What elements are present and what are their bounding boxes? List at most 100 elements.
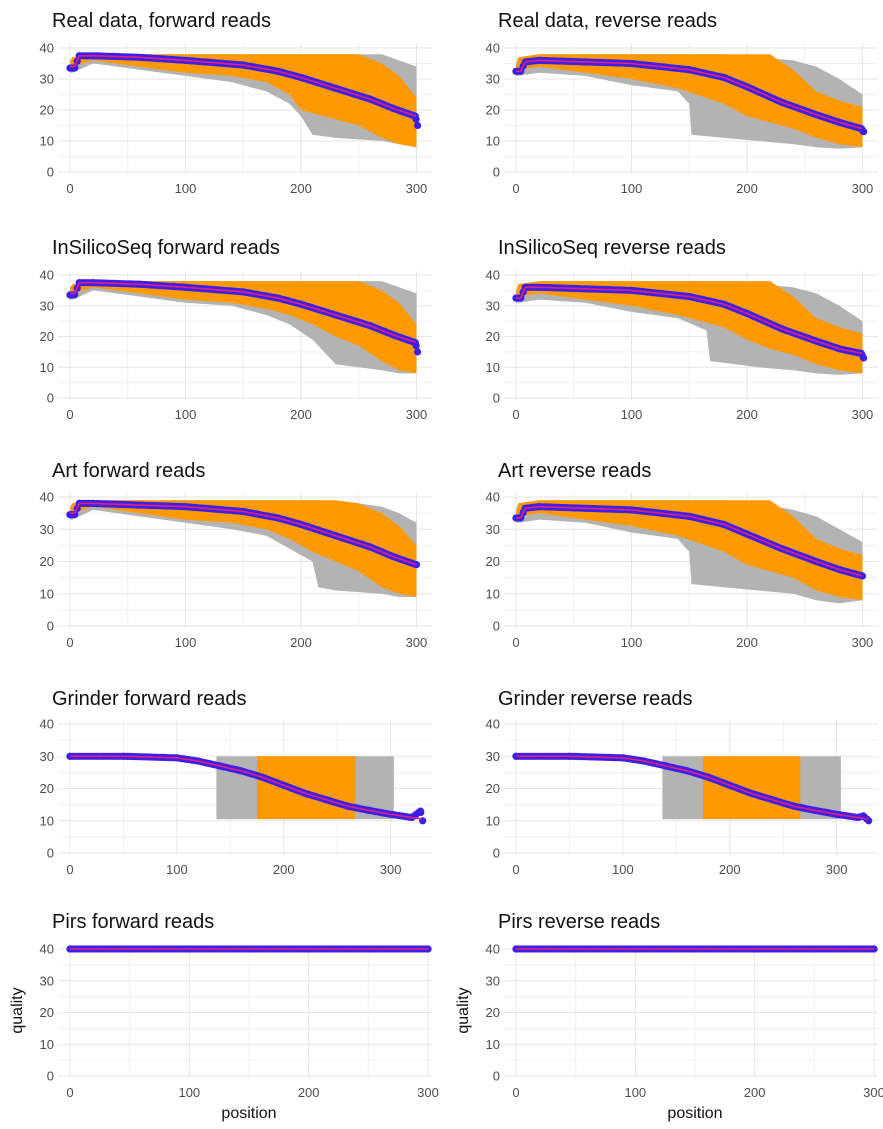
panel-title: Grinder reverse reads [498, 688, 693, 710]
panel-title: InSilicoSeq forward reads [52, 237, 280, 259]
panel-title: InSilicoSeq reverse reads [498, 237, 726, 259]
y-tick-label: 0 [493, 391, 500, 406]
mean-point [412, 561, 421, 569]
y-tick-label: 10 [40, 586, 54, 601]
y-tick-label: 30 [486, 973, 500, 988]
mean-point [860, 354, 868, 362]
y-tick-label: 40 [486, 41, 500, 56]
y-tick-label: 40 [40, 717, 54, 732]
x-tick-label: 200 [736, 635, 758, 650]
inner-quantile-band [257, 756, 356, 820]
y-tick-label: 10 [486, 813, 500, 828]
median-line [516, 505, 863, 577]
x-tick-label: 200 [744, 1085, 766, 1100]
panel-10: Pirs reverse reads 0 10 20 30 40 0 100 200 300 pos… [455, 911, 883, 1122]
y-tick-label: 20 [486, 1005, 500, 1020]
inner-quantile-band [703, 756, 801, 820]
panel-title: Real data, forward reads [52, 10, 271, 32]
x-tick-label: 0 [512, 1085, 519, 1100]
mean-point [414, 121, 422, 130]
mean-point [860, 128, 868, 136]
y-tick-label: 0 [47, 1069, 54, 1084]
median-line [516, 286, 863, 355]
x-tick-label: 100 [621, 635, 643, 650]
x-tick-label: 0 [66, 635, 73, 650]
x-tick-label: 100 [621, 181, 643, 196]
y-tick-label: 20 [40, 103, 54, 118]
x-tick-label: 0 [66, 181, 73, 196]
panel-4: InSilicoSeq reverse reads 0 10 20 30 40 0 100 20… [486, 237, 878, 422]
x-tick-label: 300 [417, 1085, 439, 1100]
y-tick-label: 0 [493, 619, 500, 634]
panel-9: Pirs forward reads 0 10 20 30 40 0 100 200 300 pos… [9, 911, 439, 1122]
panel-5: Art forward reads 0 10 20 30 40 0 100 200 300 [40, 460, 432, 650]
median-line [70, 281, 417, 344]
y-tick-label: 0 [47, 391, 54, 406]
x-tick-label: 200 [273, 862, 295, 877]
inner-quantile-band [70, 54, 417, 148]
y-tick-label: 20 [40, 1005, 54, 1020]
y-tick-label: 20 [486, 103, 500, 118]
x-tick-label: 0 [66, 407, 73, 422]
y-tick-label: 10 [486, 360, 500, 375]
y-tick-label: 40 [486, 717, 500, 732]
y-tick-label: 20 [486, 781, 500, 796]
y-tick-label: 10 [40, 813, 54, 828]
x-tick-label: 100 [612, 862, 634, 877]
median-line [70, 502, 417, 566]
y-tick-label: 30 [486, 749, 500, 764]
x-tick-label: 300 [852, 181, 874, 196]
y-tick-label: 10 [40, 134, 54, 149]
panel-title: Pirs reverse reads [498, 911, 660, 933]
y-tick-label: 10 [40, 1037, 54, 1052]
x-tick-label: 300 [826, 862, 848, 877]
y-tick-label: 30 [486, 522, 500, 537]
y-tick-label: 30 [486, 298, 500, 313]
median-line [70, 54, 417, 117]
x-tick-label: 0 [66, 1085, 73, 1100]
y-tick-label: 10 [40, 360, 54, 375]
y-tick-label: 20 [486, 554, 500, 569]
inner-quantile-band [70, 281, 417, 374]
x-tick-label: 200 [290, 181, 312, 196]
y-tick-label: 40 [40, 490, 54, 505]
panel-title: Real data, reverse reads [498, 10, 717, 32]
panel-6: Art reverse reads 0 10 20 30 40 0 100 200 300 [486, 460, 878, 650]
mean-point [858, 572, 867, 580]
inner-quantile-band [70, 500, 417, 597]
x-tick-label: 0 [512, 407, 519, 422]
x-tick-label: 300 [863, 1085, 883, 1100]
x-tick-label: 200 [719, 862, 741, 877]
y-tick-label: 30 [40, 749, 54, 764]
median-line [70, 755, 423, 820]
y-tick-label: 10 [486, 586, 500, 601]
panel-7: Grinder forward reads 0 10 20 30 40 0 100 200 300 [40, 688, 432, 877]
panel-1: Real data, forward reads 0 10 20 30 40 0 100 200… [40, 10, 432, 196]
y-tick-label: 0 [47, 846, 54, 861]
x-tick-label: 200 [736, 407, 758, 422]
x-tick-label: 300 [406, 635, 428, 650]
x-tick-label: 300 [852, 635, 874, 650]
y-tick-label: 10 [486, 134, 500, 149]
x-axis-title: position [221, 1105, 276, 1122]
y-tick-label: 20 [40, 554, 54, 569]
x-tick-label: 0 [512, 862, 519, 877]
x-tick-label: 300 [852, 407, 874, 422]
panel-8: Grinder reverse reads 0 10 20 30 40 0 100 200 300 [486, 688, 878, 877]
median-line [516, 755, 869, 820]
y-tick-label: 10 [486, 1037, 500, 1052]
y-tick-label: 0 [493, 846, 500, 861]
x-tick-label: 100 [166, 862, 188, 877]
x-axis-title: position [667, 1105, 722, 1122]
y-tick-label: 20 [40, 329, 54, 344]
y-tick-label: 20 [40, 781, 54, 796]
mean-point [414, 348, 422, 356]
inner-quantile-band [516, 500, 863, 601]
x-tick-label: 200 [736, 181, 758, 196]
y-tick-label: 0 [47, 165, 54, 180]
mean-point [416, 807, 425, 815]
inner-quantile-band [516, 281, 863, 374]
y-tick-label: 40 [40, 942, 54, 957]
x-tick-label: 100 [175, 407, 197, 422]
